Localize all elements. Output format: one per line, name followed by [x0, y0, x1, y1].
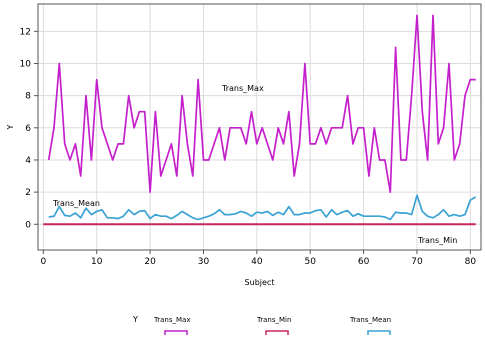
series-line-trans-mean	[48, 194, 477, 221]
y-tick-label: 6	[25, 124, 31, 134]
x-axis-title: Subject	[245, 278, 275, 287]
annotation-trans-mean: Trans_Mean	[52, 199, 100, 208]
y-axis-title: Y	[6, 124, 15, 130]
x-tick-label: 20	[144, 257, 156, 267]
legend-swatch-trans-mean	[367, 330, 391, 338]
plot-frame	[37, 3, 482, 251]
x-tick-label: 0	[40, 257, 46, 267]
plot-area	[38, 4, 481, 250]
legend-title: Y	[132, 315, 138, 324]
x-tick-label: 60	[358, 257, 370, 267]
x-tick-label: 50	[304, 257, 316, 267]
series-line-trans-max	[47, 14, 476, 193]
y-tick-label: 4	[25, 156, 31, 166]
y-tick-label: 12	[20, 27, 31, 37]
x-tick-label: 40	[251, 257, 263, 267]
legend-label-trans-min: Trans_Min	[256, 316, 291, 324]
x-tick-label: 80	[465, 257, 477, 267]
y-tick-label: 8	[25, 92, 31, 102]
x-tick-label: 10	[91, 257, 103, 267]
legend-label-trans-mean: Trans_Mean	[349, 316, 391, 324]
annotation-trans-max: Trans_Max	[221, 84, 264, 93]
legend-swatch-trans-max	[164, 330, 188, 338]
legend-label-trans-max: Trans_Max	[153, 316, 190, 324]
annotation-trans-min: Trans_Min	[417, 236, 457, 245]
y-tick-label: 10	[20, 59, 32, 69]
y-tick-label: 2	[25, 188, 31, 198]
x-tick-label: 30	[198, 257, 210, 267]
legend-swatch-trans-min	[265, 330, 289, 338]
y-tick-label: 0	[25, 220, 31, 230]
x-tick-label: 70	[411, 257, 423, 267]
